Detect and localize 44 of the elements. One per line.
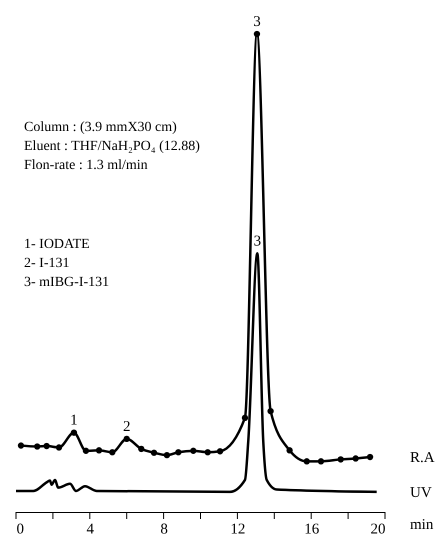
point: [150, 450, 158, 456]
point: [96, 447, 102, 454]
point: [18, 442, 24, 449]
point: [254, 30, 260, 38]
x-axis-title: min: [410, 517, 434, 533]
point: [216, 448, 224, 454]
annotation: Eluent : THF/NaH₂PO₄ (12.88): [24, 139, 200, 154]
x-tick-label: 8: [160, 522, 168, 538]
x-tick-label: 0: [16, 522, 24, 538]
point: [304, 458, 310, 464]
text: R.A: [410, 450, 435, 466]
point: [70, 429, 78, 436]
annotation: 2: [122, 418, 130, 435]
point: [267, 408, 274, 414]
point: [34, 443, 40, 450]
point: [138, 446, 144, 452]
x-tick-label: 16: [304, 522, 320, 538]
point: [352, 455, 359, 462]
annotation: 1: [70, 412, 78, 429]
point: [43, 442, 50, 450]
x-tick-label: 20: [370, 522, 386, 538]
point: [242, 414, 248, 421]
point: [190, 448, 196, 454]
point: [204, 449, 211, 456]
annotation: 3: [253, 14, 261, 30]
point: [286, 447, 293, 454]
x-tick-label: 12: [230, 522, 246, 538]
point: [164, 452, 170, 458]
point: [366, 454, 374, 460]
point: [109, 449, 116, 456]
point: [338, 456, 344, 463]
point: [318, 458, 324, 464]
point: [175, 449, 182, 456]
annotation: Column : (3.9 mmX30 cm): [24, 120, 178, 135]
point: [124, 436, 130, 442]
annotation: 1- IODATE: [24, 237, 90, 252]
annotation: Flon-rate : 1.3 ml/min: [24, 158, 148, 173]
text: UV: [410, 484, 432, 501]
annotation: 3- mIBG-I-131: [24, 275, 110, 290]
point: [82, 448, 90, 454]
annotation: 2- I-131: [24, 256, 70, 271]
point: [56, 444, 62, 451]
x-tick-label: 4: [86, 522, 95, 538]
annotation: 3: [254, 233, 262, 250]
